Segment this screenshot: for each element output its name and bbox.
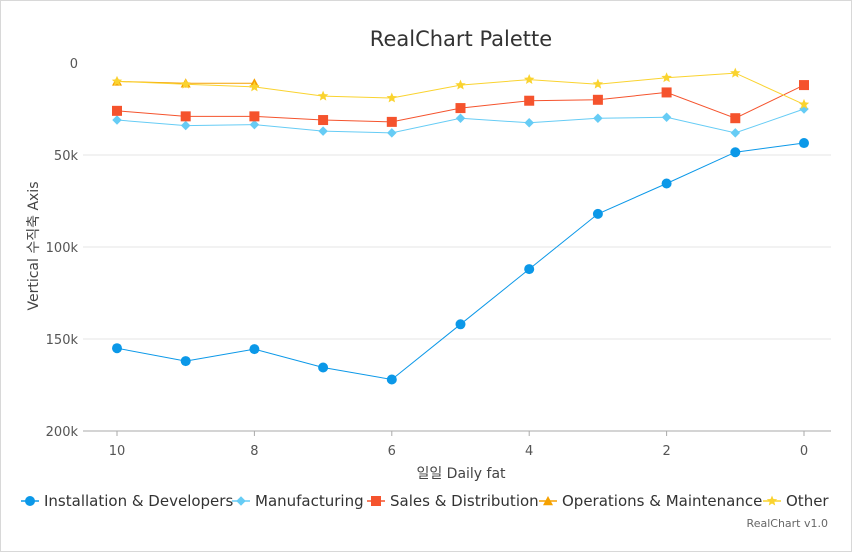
x-axis-title: 일일 Daily fat (416, 466, 506, 482)
data-point (318, 126, 328, 136)
data-point (180, 111, 191, 122)
series-line (116, 142, 805, 381)
legend-label: Installation & Developers (44, 492, 233, 510)
legend-item[interactable]: Sales & Distribution (367, 492, 539, 510)
y-tick-label: 0 (70, 57, 78, 72)
x-tick-label: 8 (250, 444, 258, 459)
data-point (730, 128, 741, 138)
data-point (592, 208, 603, 219)
legend-item[interactable]: Other (763, 492, 829, 510)
data-point (592, 78, 604, 89)
data-point (592, 94, 603, 105)
data-point (661, 112, 672, 123)
y-tick-label: 200k (46, 425, 79, 440)
data-point (799, 80, 809, 91)
data-point (249, 344, 260, 355)
data-point (386, 92, 398, 103)
grid-lines (83, 154, 831, 432)
y-tick-label: 150k (46, 333, 79, 348)
series-0 (112, 138, 809, 385)
data-point (318, 115, 329, 126)
data-point (455, 103, 466, 114)
legend-marker (371, 496, 381, 506)
series-line (116, 72, 805, 105)
data-point (593, 113, 603, 123)
data-point (730, 113, 741, 124)
legend-item[interactable]: Installation & Developers (21, 492, 233, 510)
data-point (524, 95, 535, 106)
data-point (523, 74, 535, 85)
data-point (112, 343, 122, 354)
data-point (524, 264, 535, 275)
y-axis-title: Vertical 수직축 Axis (26, 182, 42, 311)
data-point (386, 374, 397, 385)
data-point (249, 119, 260, 130)
legend-label: Operations & Maintenance (562, 492, 762, 510)
data-point (318, 362, 329, 373)
series-layer (111, 67, 810, 385)
data-point (111, 75, 123, 86)
chart-credit: RealChart v1.0 (747, 517, 828, 530)
legend-label: Other (786, 492, 829, 510)
x-tick-label: 10 (109, 444, 126, 459)
data-point (317, 90, 329, 101)
legend-marker (766, 495, 778, 506)
data-point (661, 87, 672, 98)
data-point (180, 78, 191, 89)
data-point (524, 118, 534, 128)
data-point (730, 147, 741, 158)
legend-marker (236, 496, 246, 506)
series-2 (112, 80, 809, 127)
chart-title: RealChart Palette (370, 27, 552, 51)
y-tick-label: 100k (46, 241, 79, 256)
data-point (455, 319, 466, 330)
legend-label: Sales & Distribution (390, 492, 539, 510)
data-point (387, 128, 397, 138)
y-axis-ticks: 0 50k 100k 150k 200k (46, 57, 79, 440)
legend-marker (25, 496, 35, 506)
data-point (661, 72, 672, 83)
data-point (798, 98, 810, 109)
legend-marker (543, 496, 553, 506)
x-axis-ticks: 10 8 6 4 2 0 (109, 431, 808, 459)
data-point (180, 120, 191, 131)
data-point (112, 115, 122, 125)
data-point (661, 178, 672, 189)
x-tick-label: 0 (800, 444, 808, 459)
data-point (455, 79, 466, 90)
data-point (249, 81, 260, 92)
series-1 (112, 104, 809, 138)
x-tick-label: 6 (388, 444, 396, 459)
y-tick-label: 50k (54, 149, 79, 164)
legend: Installation & Developers Manufacturing Sa… (21, 492, 829, 510)
data-point (112, 105, 122, 116)
series-4 (111, 67, 810, 109)
data-point (730, 67, 741, 78)
x-tick-label: 2 (662, 444, 670, 459)
data-point (180, 356, 191, 367)
data-point (455, 113, 466, 123)
x-tick-label: 4 (525, 444, 533, 459)
legend-label: Manufacturing (255, 492, 364, 510)
legend-item[interactable]: Manufacturing (232, 492, 364, 510)
legend-item[interactable]: Operations & Maintenance (539, 492, 762, 510)
data-point (799, 138, 809, 149)
data-point (249, 111, 260, 122)
data-point (386, 116, 397, 127)
